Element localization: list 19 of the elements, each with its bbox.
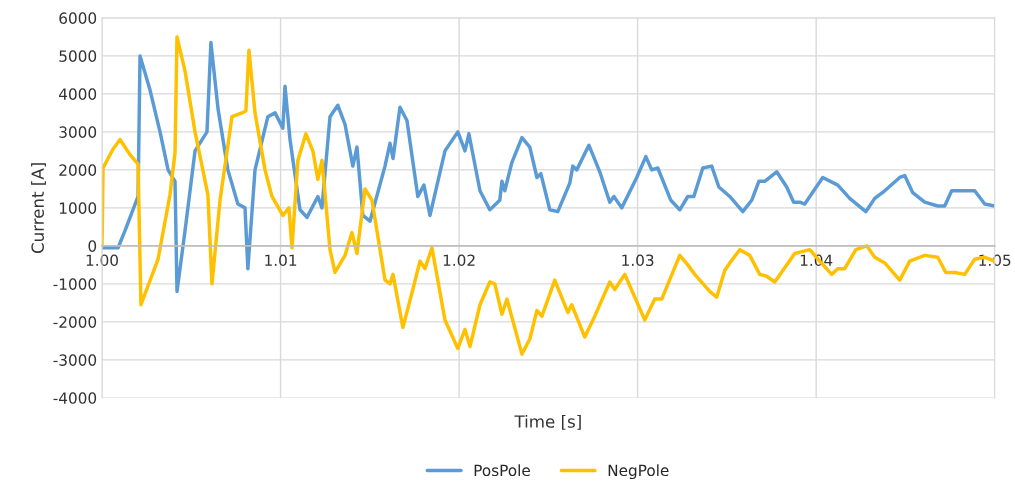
x-tick-label: 1.00 bbox=[86, 254, 118, 267]
y-tick-label: 3000 bbox=[59, 126, 97, 138]
x-tick-label: 1.01 bbox=[265, 254, 297, 267]
y-tick-label: -4000 bbox=[53, 392, 97, 404]
legend-label: PosPole bbox=[474, 464, 530, 477]
x-tick-label: 1.02 bbox=[443, 254, 475, 267]
y-tick-label: -2000 bbox=[53, 316, 97, 328]
x-tick-label: 1.03 bbox=[622, 254, 654, 267]
y-tick-label: 1000 bbox=[59, 202, 97, 214]
y-tick-label: 4000 bbox=[59, 88, 97, 100]
legend-label: NegPole bbox=[608, 464, 669, 480]
y-axis-title: Current [A] bbox=[31, 163, 46, 254]
x-axis-title: Time [s] bbox=[514, 414, 581, 430]
y-tick-label: -1000 bbox=[53, 278, 97, 290]
y-tick-label: -3000 bbox=[53, 354, 97, 366]
y-tick-label: 6000 bbox=[59, 12, 97, 24]
y-tick-label: 5000 bbox=[59, 50, 97, 62]
y-tick-label: 2000 bbox=[59, 164, 97, 176]
y-tick-label: 0 bbox=[88, 240, 97, 252]
